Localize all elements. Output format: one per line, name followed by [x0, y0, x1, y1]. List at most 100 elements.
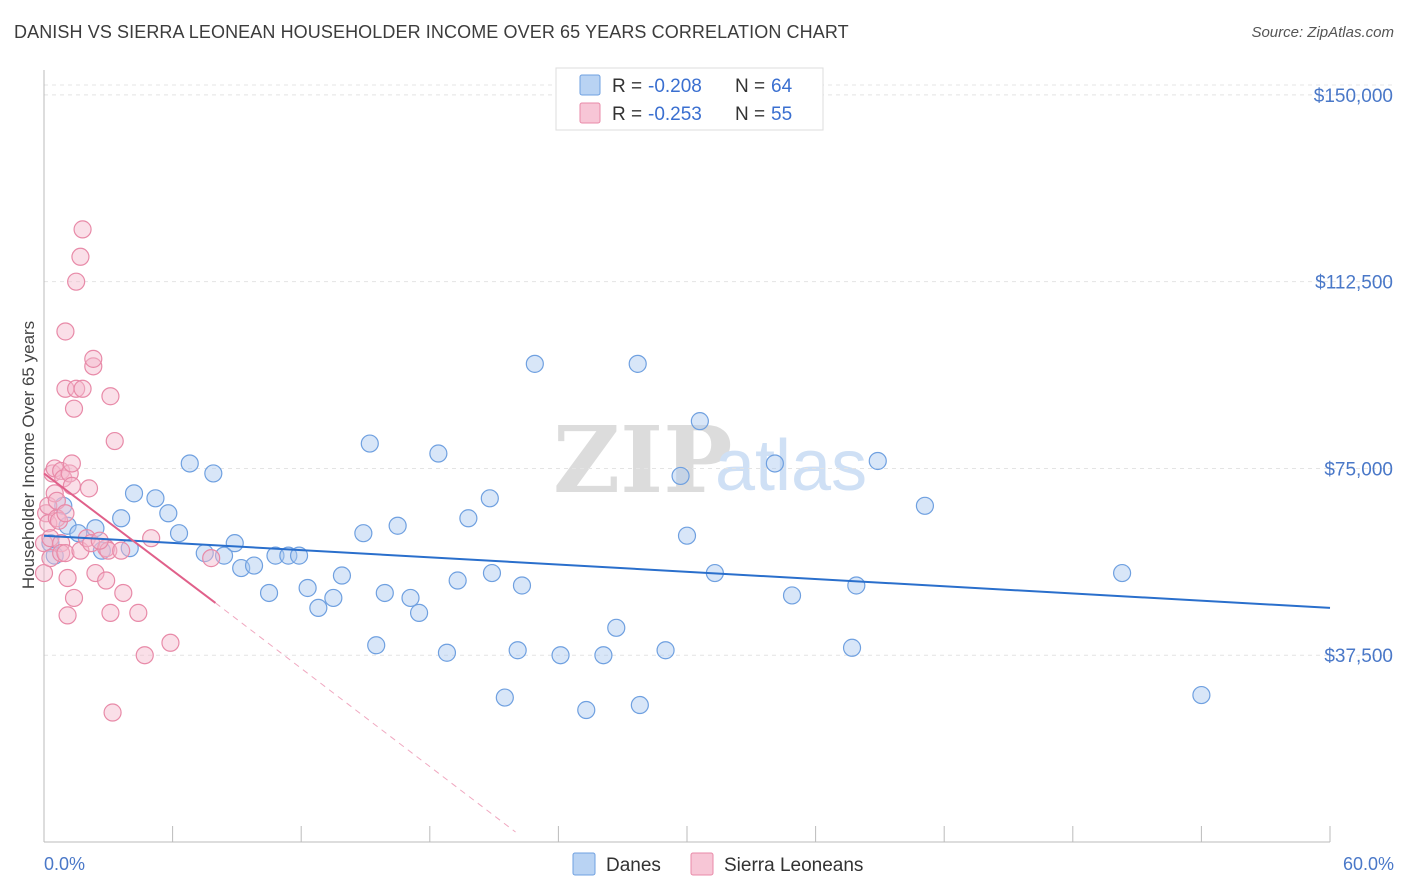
danes-point-19	[244, 556, 264, 575]
danes-point-39	[480, 489, 499, 508]
trendline-sierra-leoneans-extension	[215, 602, 516, 833]
danes-point-34	[409, 603, 429, 622]
danes-point-21	[266, 546, 285, 565]
y-axis-label: Householder Income Over 65 years	[19, 321, 38, 589]
y-tick-label-2: $112,500	[1315, 273, 1393, 294]
danes-point-61	[915, 496, 935, 515]
danes-point-57	[782, 586, 802, 605]
danes-point-50	[630, 695, 649, 715]
sierra-leoneans-point-1	[34, 563, 54, 583]
sierra-leoneans-point-51	[142, 529, 161, 548]
danes-point-56	[765, 454, 784, 473]
danes-point-36	[437, 643, 457, 662]
danes-point-9	[124, 484, 144, 503]
x-tick-labels: 0.0% 60.0%	[44, 854, 1394, 874]
danes-point-7	[112, 509, 131, 528]
danes-point-31	[375, 583, 394, 603]
y-tick-labels: $37,500 $75,000 $112,500 $150,000	[1314, 86, 1393, 667]
trendline-danes	[43, 534, 1331, 609]
danes-point-32	[388, 516, 407, 535]
sierra-leoneans-point-26	[64, 588, 84, 608]
danes-point-40	[482, 563, 502, 583]
bottom-legend-label-danes: Danes	[606, 855, 661, 876]
sierra-leoneans-point-33	[73, 379, 92, 398]
sierra-leoneans-point-46	[105, 431, 124, 451]
sierra-leoneans-point-9	[45, 484, 64, 503]
sierra-leoneans-point-11	[47, 509, 66, 528]
bottom-legend-swatch-danes	[572, 852, 596, 876]
legend-n-value-danes: 64	[771, 76, 793, 97]
danes-point-22	[279, 546, 298, 565]
sierra-leoneans-point-54	[90, 531, 109, 550]
sierra-leoneans-point-48	[114, 583, 133, 603]
bottom-legend-label-sierra-leoneans: Sierra Leoneans	[724, 855, 863, 876]
legend-n-label-sierra-leoneans: N =	[735, 104, 765, 125]
danes-point-53	[677, 526, 697, 545]
sierra-leoneans-point-53	[202, 549, 221, 568]
sierra-leoneans-point-32	[73, 220, 92, 239]
danes-point-33	[401, 588, 420, 608]
danes-point-10	[146, 489, 165, 508]
legend-swatch-sierra-leoneans	[579, 102, 601, 124]
danes-point-44	[525, 354, 544, 373]
danes-point-43	[512, 576, 532, 595]
axes	[43, 70, 1331, 843]
legend-n-value-sierra-leoneans: 55	[771, 104, 792, 125]
sierra-leoneans-point-20	[56, 544, 75, 563]
x-tick-label-0: 0.0%	[44, 854, 85, 874]
danes-point-58	[842, 638, 862, 657]
sierra-leoneans-point-27	[64, 399, 84, 418]
sierra-leoneans-point-40	[97, 571, 116, 590]
sierra-leoneans-point-43	[101, 387, 120, 406]
danes-point-59	[847, 576, 866, 595]
danes-point-15	[204, 464, 223, 483]
danes-point-45	[551, 646, 570, 665]
danes-point-62	[1112, 563, 1132, 583]
danes-point-48	[607, 618, 626, 637]
chart-source: Source: ZipAtlas.com	[1251, 24, 1394, 41]
sierra-leoneans-point-39	[86, 563, 105, 583]
danes-point-28	[354, 524, 373, 543]
legend-bottom: Danes Sierra Leoneans	[572, 852, 863, 876]
legend-swatch-danes	[579, 74, 601, 96]
sierra-leoneans-point-35	[79, 479, 99, 498]
danes-point-42	[508, 641, 527, 660]
danes-point-46	[577, 700, 596, 720]
danes-point-24	[298, 578, 317, 598]
sierra-leoneans-point-21	[58, 568, 77, 588]
legend-top: R = -0.208 N = 64 R = -0.253 N = 55	[555, 67, 824, 131]
y-tick-label-3: $150,000	[1314, 86, 1393, 107]
sierra-leoneans-point-37	[84, 357, 103, 376]
trendlines	[43, 472, 1331, 833]
danes-point-52	[671, 466, 690, 486]
danes-point-51	[656, 641, 675, 660]
danes-point-60	[868, 451, 887, 471]
sierra-leoneans-point-50	[135, 646, 154, 665]
sierra-leoneans-point-44	[101, 603, 120, 622]
danes-point-23	[289, 546, 309, 565]
legend-r-label-sierra-leoneans: R =	[612, 104, 642, 125]
watermark: ZIP atlas	[553, 406, 867, 514]
danes-point-49	[628, 354, 647, 373]
danes-point-47	[594, 646, 613, 665]
danes-point-41	[495, 688, 514, 707]
danes-point-54	[690, 412, 709, 431]
sierra-leoneans-point-17	[56, 322, 75, 341]
danes-point-25	[309, 598, 328, 618]
danes-point-35	[429, 444, 448, 463]
x-tick-label-1: 60.0%	[1343, 854, 1394, 874]
sierra-leoneans-point-22	[58, 606, 77, 625]
chart-title: DANISH VS SIERRA LEONEAN HOUSEHOLDER INC…	[14, 22, 849, 42]
series-sierra-leoneans	[34, 220, 221, 722]
watermark-zip: ZIP	[553, 406, 732, 514]
sierra-leoneans-point-47	[112, 541, 131, 560]
sierra-leoneans-point-45	[103, 703, 122, 722]
danes-point-29	[360, 434, 379, 453]
legend-n-label-danes: N =	[735, 76, 765, 97]
danes-point-63	[1192, 685, 1211, 705]
sierra-leoneans-point-13	[52, 534, 71, 553]
sierra-leoneans-point-28	[67, 272, 86, 291]
danes-point-17	[225, 534, 244, 553]
danes-point-11	[159, 504, 178, 523]
